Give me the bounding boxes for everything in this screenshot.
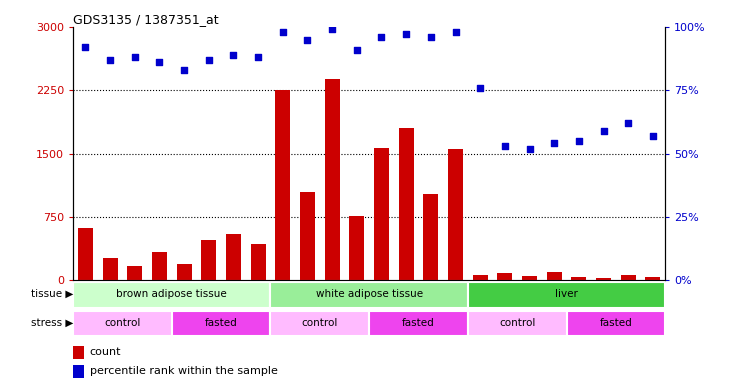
Bar — [349, 216, 364, 280]
Point — [598, 128, 610, 134]
Point — [548, 141, 560, 147]
Text: control: control — [499, 318, 535, 328]
Bar — [468, 282, 665, 308]
Point — [401, 31, 412, 38]
Text: percentile rank within the sample: percentile rank within the sample — [90, 366, 278, 376]
Bar — [78, 228, 93, 280]
Point — [499, 143, 511, 149]
Bar — [127, 266, 143, 280]
Bar — [276, 90, 290, 280]
Bar — [270, 282, 468, 308]
Point — [154, 59, 165, 65]
Text: brown adipose tissue: brown adipose tissue — [116, 289, 227, 299]
Bar — [547, 272, 561, 280]
Bar — [73, 311, 172, 336]
Bar — [226, 234, 241, 280]
Text: tissue ▶: tissue ▶ — [31, 289, 73, 299]
Point — [302, 36, 314, 43]
Bar — [596, 278, 611, 280]
Point — [425, 34, 436, 40]
Bar — [468, 311, 567, 336]
Bar — [473, 275, 488, 280]
Bar — [270, 311, 369, 336]
Text: control: control — [302, 318, 338, 328]
Point — [351, 46, 363, 53]
Bar — [448, 149, 463, 280]
Bar — [152, 252, 167, 280]
Point — [178, 67, 190, 73]
Bar — [645, 277, 660, 280]
Bar — [423, 194, 439, 280]
Bar — [177, 264, 192, 280]
Bar — [369, 311, 468, 336]
Bar — [497, 273, 512, 280]
Point — [647, 133, 659, 139]
Point — [474, 84, 486, 91]
Text: control: control — [105, 318, 140, 328]
Bar — [399, 128, 414, 280]
Bar — [172, 311, 270, 336]
Point — [227, 52, 239, 58]
Bar — [300, 192, 315, 280]
Bar — [621, 275, 636, 280]
Bar — [325, 79, 339, 280]
Text: fasted: fasted — [205, 318, 238, 328]
Point — [105, 57, 116, 63]
Point — [203, 57, 215, 63]
Bar — [102, 258, 118, 280]
Bar — [251, 244, 265, 280]
Text: GDS3135 / 1387351_at: GDS3135 / 1387351_at — [73, 13, 219, 26]
Text: fasted: fasted — [402, 318, 435, 328]
Bar — [73, 346, 84, 359]
Text: white adipose tissue: white adipose tissue — [316, 289, 423, 299]
Point — [129, 54, 140, 60]
Point — [450, 29, 461, 35]
Point — [252, 54, 264, 60]
Bar — [73, 365, 84, 378]
Point — [523, 146, 535, 152]
Bar — [572, 276, 586, 280]
Text: count: count — [90, 347, 121, 357]
Point — [622, 120, 634, 126]
Text: fasted: fasted — [599, 318, 632, 328]
Point — [80, 44, 91, 50]
Text: stress ▶: stress ▶ — [31, 318, 73, 328]
Point — [573, 138, 585, 144]
Point — [326, 26, 338, 33]
Text: liver: liver — [555, 289, 578, 299]
Point — [376, 34, 387, 40]
Bar — [73, 282, 270, 308]
Bar — [567, 311, 665, 336]
Bar — [522, 276, 537, 280]
Point — [277, 29, 289, 35]
Bar — [202, 240, 216, 280]
Bar — [374, 148, 389, 280]
